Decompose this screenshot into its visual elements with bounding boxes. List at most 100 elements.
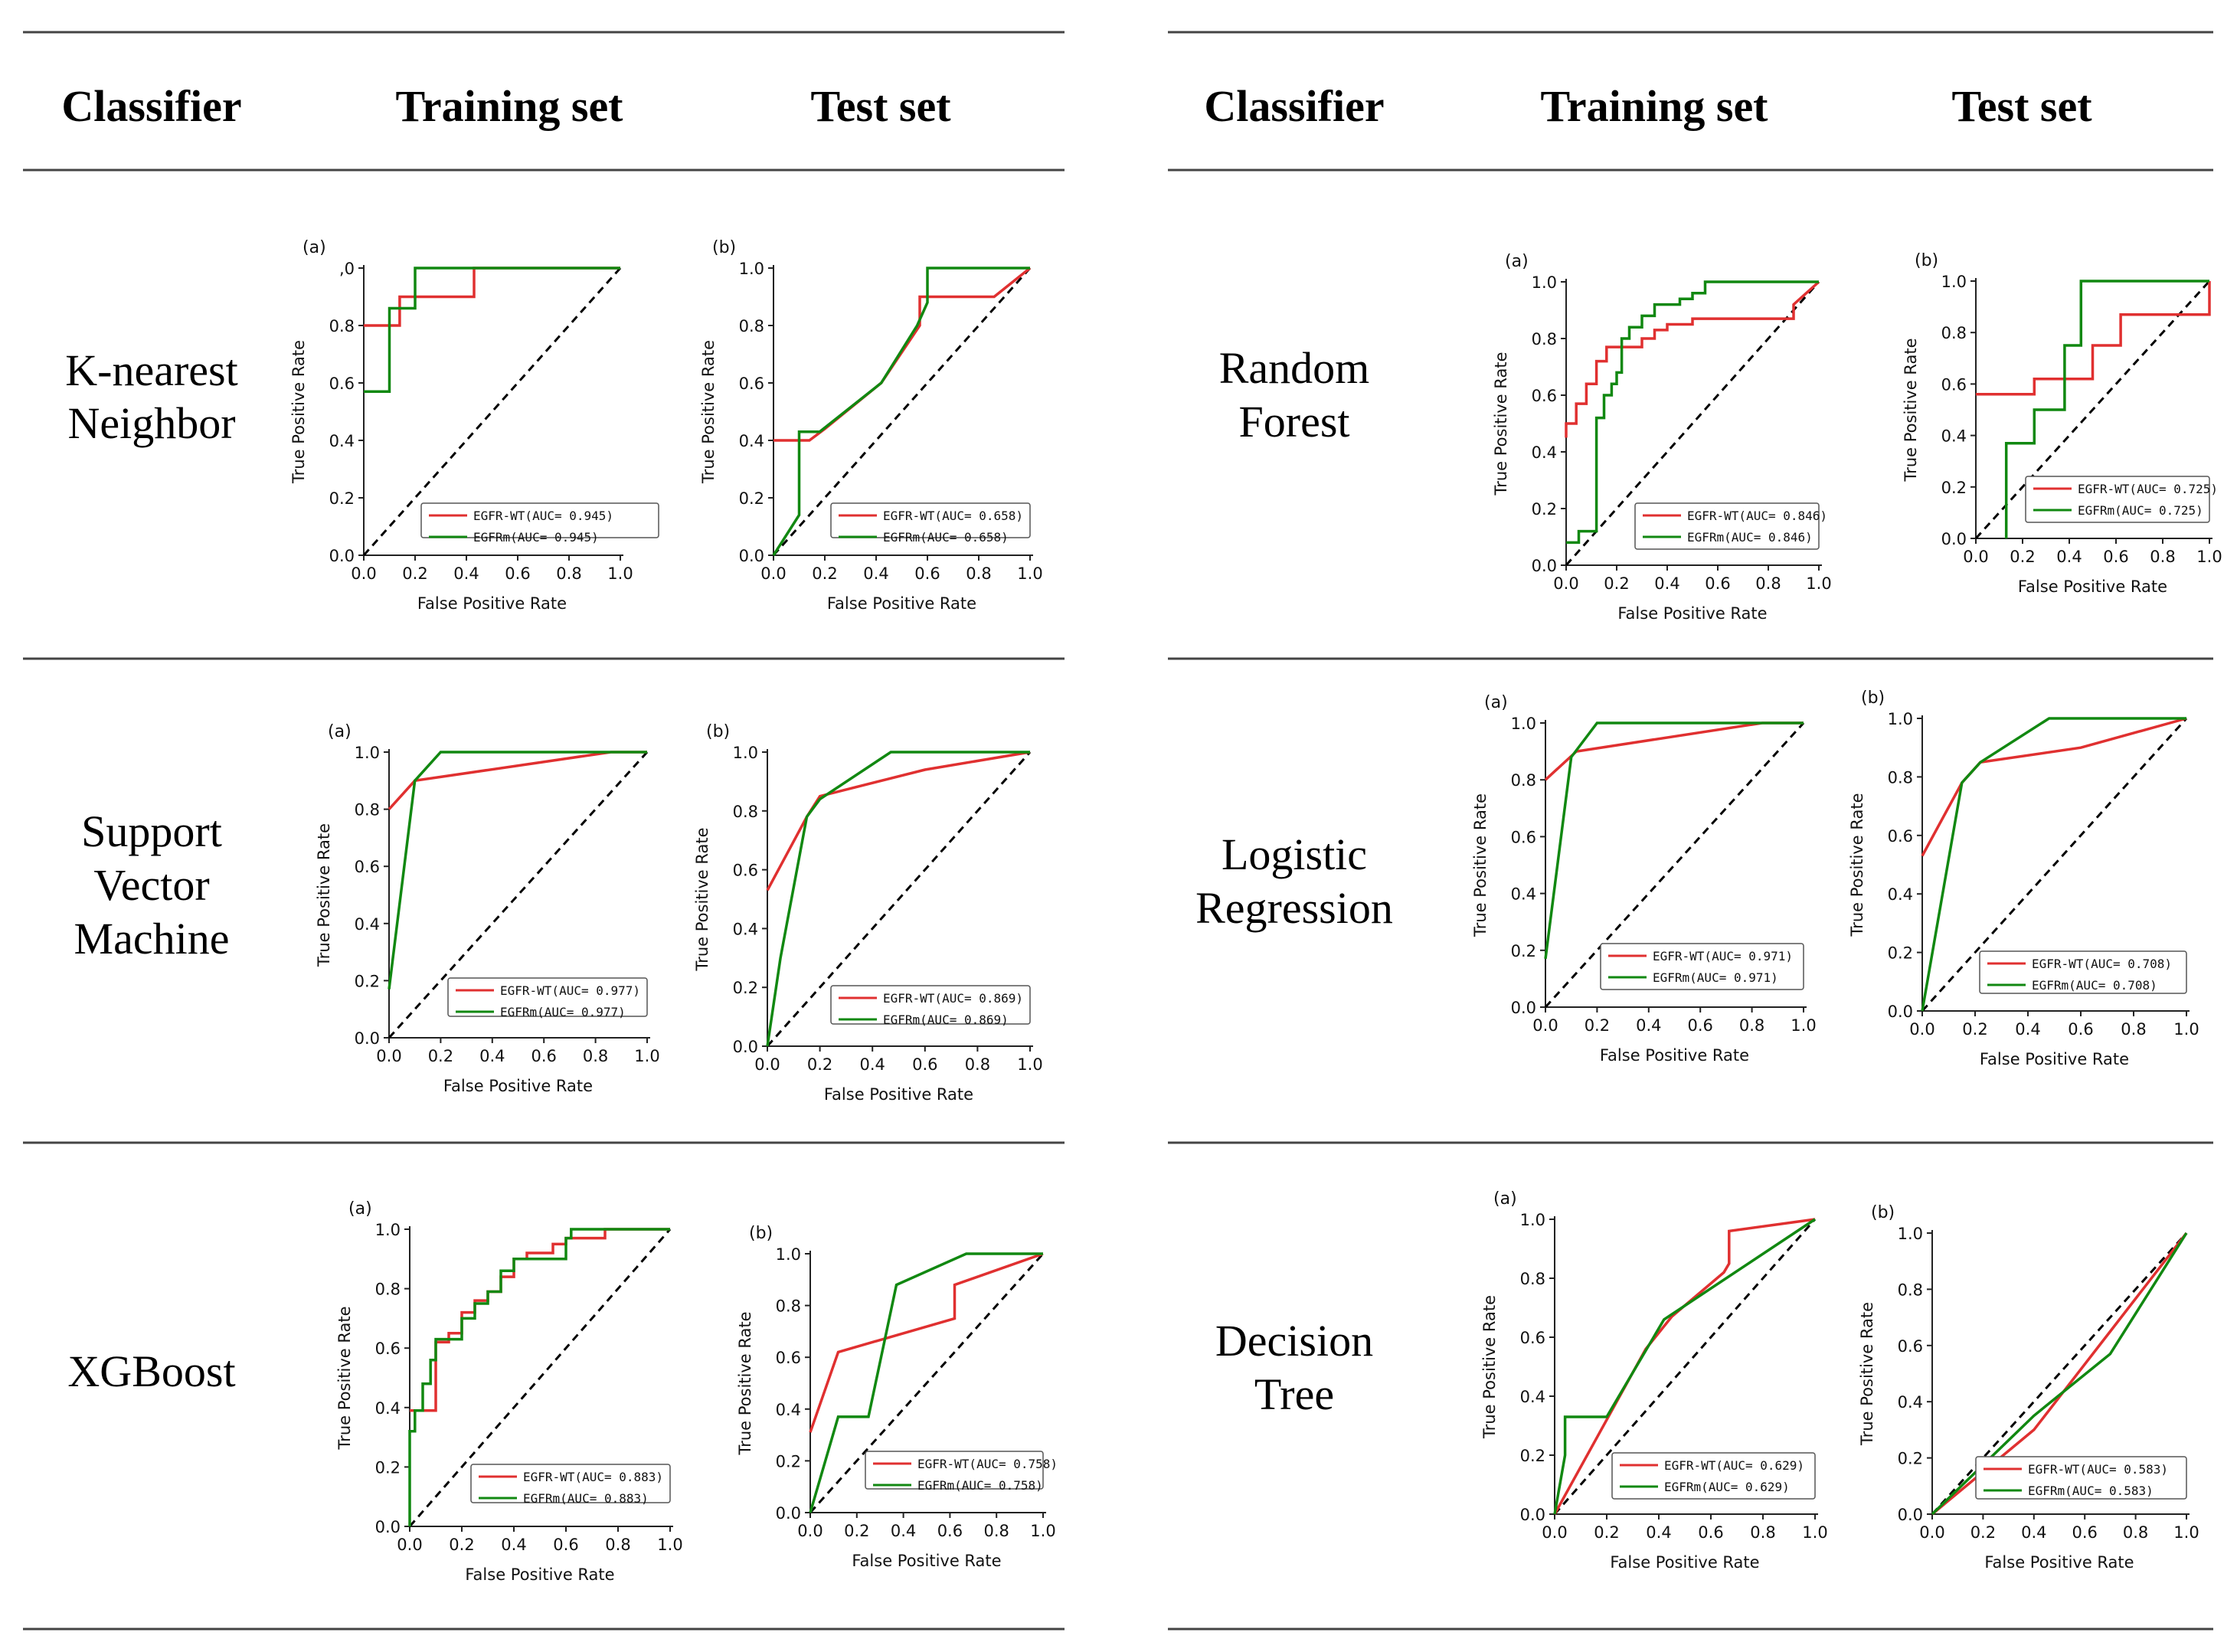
legend: EGFR-WT(AUC= 0.658) EGFRm(AUC= 0.658) bbox=[830, 502, 1031, 545]
roc-curve-egfrm bbox=[1553, 1218, 1816, 1515]
roc-chart-lr_train: (a) 0.00.0 0.2 0.2 0.4 0.4 0.6 0.6 0.8 0.8 1.0 1.0 F… bbox=[1471, 693, 1817, 1065]
roc-curve-egfr-wt bbox=[1565, 280, 1820, 438]
roc-curve-egfr-wt bbox=[364, 267, 620, 327]
panel-label: (b) bbox=[749, 1224, 773, 1243]
y-axis-label: True Positive Rate bbox=[335, 1306, 354, 1450]
y-tick-label: 0.6 bbox=[1532, 387, 1557, 405]
y-tick-label: 0.2 bbox=[1898, 1450, 1923, 1468]
roc-chart-lr_test: (b) 0.00.0 0.2 0.2 0.4 0.4 0.6 0.6 0.8 0.8 1.0 1.0 F… bbox=[1848, 689, 2199, 1068]
y-axis-label: True Positive Rate bbox=[1480, 1295, 1499, 1439]
legend: EGFR-WT(AUC= 0.971) EGFRm(AUC= 0.971) bbox=[1600, 943, 1804, 990]
y-tick-label: 0.4 bbox=[355, 915, 380, 934]
legend-box bbox=[420, 502, 659, 538]
header-right: Classifier Training set Test set bbox=[1204, 81, 2092, 131]
legend-entry: EGFRm(AUC= 0.945) bbox=[473, 530, 599, 545]
y-tick-label: 0.4 bbox=[1520, 1388, 1545, 1406]
x-tick-label: 0.8 bbox=[2150, 548, 2175, 566]
x-tick-label: 0.4 bbox=[1646, 1523, 1671, 1542]
y-tick-label: 0.8 bbox=[1941, 324, 1967, 342]
y-tick-label: 0.8 bbox=[1888, 768, 1913, 787]
x-tick-label: 0.6 bbox=[2068, 1020, 2093, 1039]
y-tick-label: 0.4 bbox=[739, 432, 764, 450]
y-tick-label: 0.2 bbox=[739, 489, 764, 508]
x-tick-label: 1.0 bbox=[607, 564, 633, 583]
y-tick-label: 0.8 bbox=[1520, 1270, 1545, 1288]
x-tick-label: 0.2 bbox=[428, 1047, 453, 1065]
x-tick-label: 0.6 bbox=[937, 1522, 963, 1540]
legend-entry: EGFR-WT(AUC= 0.846) bbox=[1687, 509, 1827, 523]
x-tick-label: 0.0 bbox=[1919, 1523, 1944, 1542]
y-tick-label: 0.4 bbox=[1898, 1393, 1923, 1412]
x-tick-label: 1.0 bbox=[1017, 564, 1042, 583]
legend-box bbox=[830, 502, 1031, 538]
y-axis-label: True Positive Rate bbox=[1848, 793, 1866, 937]
row-label-line: Tree bbox=[1254, 1369, 1334, 1419]
x-tick-label: 0.2 bbox=[1594, 1523, 1619, 1542]
header-test-set: Test set bbox=[810, 81, 951, 131]
roc-curve-egfrm bbox=[364, 267, 620, 394]
x-tick-label: 0.2 bbox=[1604, 574, 1629, 593]
y-tick-label: 0.0 bbox=[1941, 530, 1967, 548]
legend-box bbox=[830, 985, 1031, 1025]
x-tick-label: 0.6 bbox=[2072, 1523, 2097, 1542]
legend-entry: EGFR-WT(AUC= 0.758) bbox=[917, 1457, 1058, 1471]
y-tick-label: 0.4 bbox=[1511, 885, 1536, 904]
row-label-svm: Support Vector Machine bbox=[74, 806, 230, 963]
y-tick-label: 0.6 bbox=[375, 1340, 401, 1358]
x-tick-label: 0.8 bbox=[556, 564, 581, 583]
roc-curve-egfr-wt bbox=[1976, 281, 2211, 396]
legend-entry: EGFRm(AUC= 0.869) bbox=[883, 1012, 1009, 1027]
panel-label: (a) bbox=[348, 1199, 372, 1219]
x-tick-label: 0.2 bbox=[1585, 1016, 1610, 1035]
x-tick-label: 0.8 bbox=[1739, 1016, 1764, 1035]
x-tick-label: 0.8 bbox=[1755, 574, 1781, 593]
legend-entry: EGFR-WT(AUC= 0.583) bbox=[2028, 1462, 2168, 1477]
legend-entry: EGFRm(AUC= 0.977) bbox=[500, 1005, 626, 1019]
y-axis-label: True Positive Rate bbox=[736, 1311, 754, 1455]
y-tick-label: 0.2 bbox=[1511, 942, 1536, 960]
row-label-lr: Logistic Regression bbox=[1195, 829, 1393, 933]
legend-entry: EGFR-WT(AUC= 0.869) bbox=[883, 991, 1023, 1006]
y-axis-label: True Positive Rate bbox=[1471, 793, 1490, 937]
x-axis-label: False Positive Rate bbox=[2018, 577, 2167, 596]
chance-diagonal-line bbox=[1565, 281, 1820, 566]
legend-box bbox=[470, 1464, 671, 1503]
row-label-rf: Random Forest bbox=[1219, 343, 1370, 447]
y-tick-label: 0.8 bbox=[1898, 1281, 1923, 1299]
roc-curve-egfr-wt bbox=[410, 1228, 670, 1412]
x-tick-label: 0.6 bbox=[912, 1055, 937, 1074]
roc-curve-egfrm bbox=[2004, 280, 2209, 538]
roc-curve-egfr-wt bbox=[388, 751, 647, 810]
panel-label: (b) bbox=[1861, 689, 1885, 708]
roc-chart-xgb_test: (b) 0.00.0 0.2 0.2 0.4 0.4 0.6 0.6 0.8 0.8 1.0 1.0 F… bbox=[736, 1224, 1058, 1570]
panel-label: (a) bbox=[1505, 252, 1529, 271]
x-tick-label: 1.0 bbox=[657, 1536, 682, 1554]
header-classifier: Classifier bbox=[1204, 81, 1384, 131]
legend-entry: EGFR-WT(AUC= 0.725) bbox=[2078, 482, 2218, 496]
y-tick-label: 0.6 bbox=[355, 858, 380, 876]
roc-chart-knn_test: (b) 0.00.0 0.2 0.2 0.4 0.4 0.6 0.6 0.8 0.8 1.0 1.0 F… bbox=[699, 238, 1043, 613]
x-tick-label: 0.4 bbox=[2021, 1523, 2046, 1542]
x-tick-label: 0.8 bbox=[966, 564, 991, 583]
x-tick-label: 0.0 bbox=[1963, 548, 1988, 566]
y-tick-label: 0.6 bbox=[1898, 1337, 1923, 1356]
x-tick-label: 0.0 bbox=[376, 1047, 401, 1065]
legend: EGFR-WT(AUC= 0.846) EGFRm(AUC= 0.846) bbox=[1634, 502, 1827, 550]
legend-box bbox=[1979, 950, 2187, 994]
legend-entry: EGFR-WT(AUC= 0.977) bbox=[500, 983, 640, 998]
y-tick-label: 0.8 bbox=[739, 317, 764, 335]
y-axis-label: True Positive Rate bbox=[693, 827, 711, 971]
x-tick-label: 0.2 bbox=[1962, 1020, 1987, 1039]
y-tick-label: 1.0 bbox=[1898, 1225, 1923, 1243]
legend: EGFR-WT(AUC= 0.945) EGFRm(AUC= 0.945) bbox=[420, 502, 659, 545]
y-tick-label: 0.8 bbox=[776, 1297, 801, 1316]
x-tick-label: 0.4 bbox=[863, 564, 888, 583]
y-tick-label: 0.2 bbox=[1532, 500, 1557, 518]
row-label-knn: K-nearest Neighbor bbox=[65, 345, 237, 448]
x-tick-label: 0.8 bbox=[2123, 1523, 2148, 1542]
y-tick-label: 0.2 bbox=[1520, 1447, 1545, 1465]
y-tick-label: 0.4 bbox=[1941, 427, 1967, 446]
x-tick-label: 0.4 bbox=[1636, 1016, 1661, 1035]
legend-entry: EGFR-WT(AUC= 0.945) bbox=[473, 509, 613, 523]
x-tick-label: 0.4 bbox=[1654, 574, 1679, 593]
